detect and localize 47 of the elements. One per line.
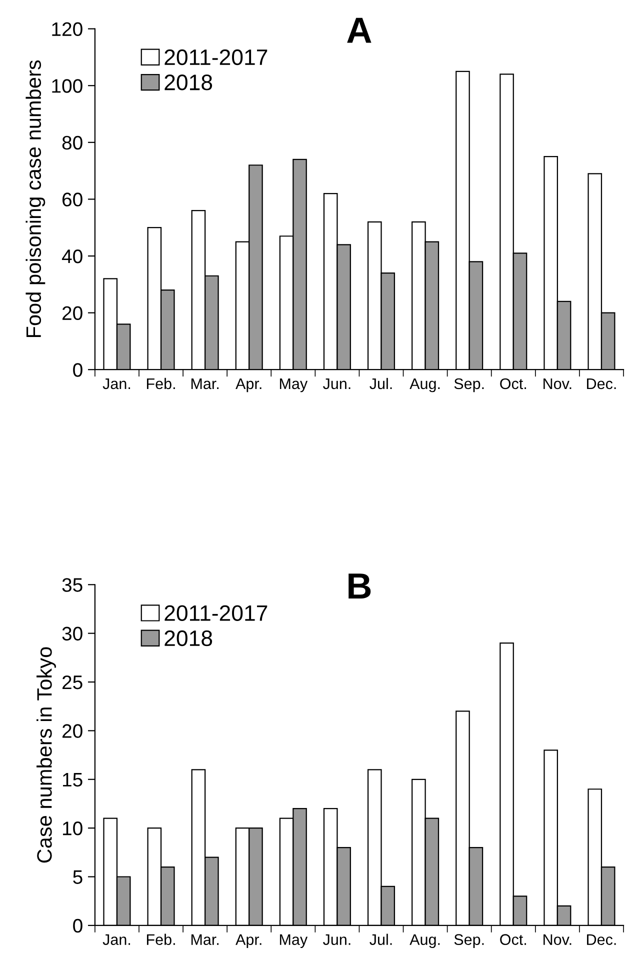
x-tick-label: Aug. bbox=[410, 378, 440, 392]
x-tick-label: Apr. bbox=[236, 378, 262, 392]
chart-title: B bbox=[348, 574, 371, 599]
y-axis-title: Food poisoning case numbers bbox=[26, 60, 46, 338]
y-tick-label: 15 bbox=[63, 773, 82, 787]
y-tick-label: 35 bbox=[62, 578, 82, 592]
y-tick-label: 20 bbox=[62, 724, 82, 738]
x-tick-label: Jun. bbox=[323, 934, 350, 945]
x-tick-label: May bbox=[280, 378, 308, 392]
legend-label: 2018 bbox=[164, 74, 212, 90]
x-tick-label: Jul. bbox=[370, 378, 392, 390]
x-tick-label: Oct. bbox=[500, 378, 526, 390]
x-tick-label: Mar. bbox=[191, 378, 219, 390]
y-axis-title: Case numbers in Tokyo bbox=[36, 647, 56, 863]
y-tick-label: 40 bbox=[62, 249, 82, 264]
y-tick-label: 5 bbox=[73, 870, 82, 884]
x-tick-label: May bbox=[280, 934, 308, 948]
x-tick-label: Feb. bbox=[146, 934, 175, 945]
x-tick-label: Aug. bbox=[410, 934, 440, 948]
x-tick-label: Sep. bbox=[454, 934, 484, 948]
y-tick-label: 0 bbox=[73, 363, 82, 377]
x-tick-label: Nov. bbox=[544, 934, 572, 945]
x-tick-label: Sep. bbox=[454, 378, 484, 392]
x-tick-label: Dec. bbox=[587, 378, 616, 390]
y-tick-label: 30 bbox=[62, 626, 82, 641]
x-tick-label: Dec. bbox=[587, 934, 616, 945]
x-tick-label: Jan. bbox=[102, 378, 130, 390]
legend-label: 2011-2017 bbox=[164, 49, 268, 66]
y-tick-label: 100 bbox=[52, 79, 82, 93]
y-tick-label: 0 bbox=[73, 918, 82, 933]
x-tick-label: Nov. bbox=[544, 378, 572, 390]
y-tick-label: 25 bbox=[62, 675, 82, 690]
legend-label: 2011-2017 bbox=[164, 605, 268, 621]
x-tick-label: Jul. bbox=[370, 934, 392, 945]
chart-title: A bbox=[347, 18, 372, 43]
x-tick-label: Jun. bbox=[323, 378, 350, 390]
legend-label: 2018 bbox=[164, 630, 212, 646]
y-tick-label: 120 bbox=[52, 22, 82, 36]
y-tick-label: 80 bbox=[62, 136, 82, 150]
y-tick-label: 20 bbox=[62, 306, 82, 320]
x-tick-label: Apr. bbox=[236, 934, 262, 948]
x-tick-label: Mar. bbox=[191, 934, 219, 945]
x-tick-label: Oct. bbox=[500, 934, 526, 945]
y-tick-label: 60 bbox=[62, 192, 82, 206]
x-tick-label: Feb. bbox=[146, 378, 175, 390]
x-tick-label: Jan. bbox=[102, 934, 130, 945]
y-tick-label: 10 bbox=[63, 822, 82, 836]
